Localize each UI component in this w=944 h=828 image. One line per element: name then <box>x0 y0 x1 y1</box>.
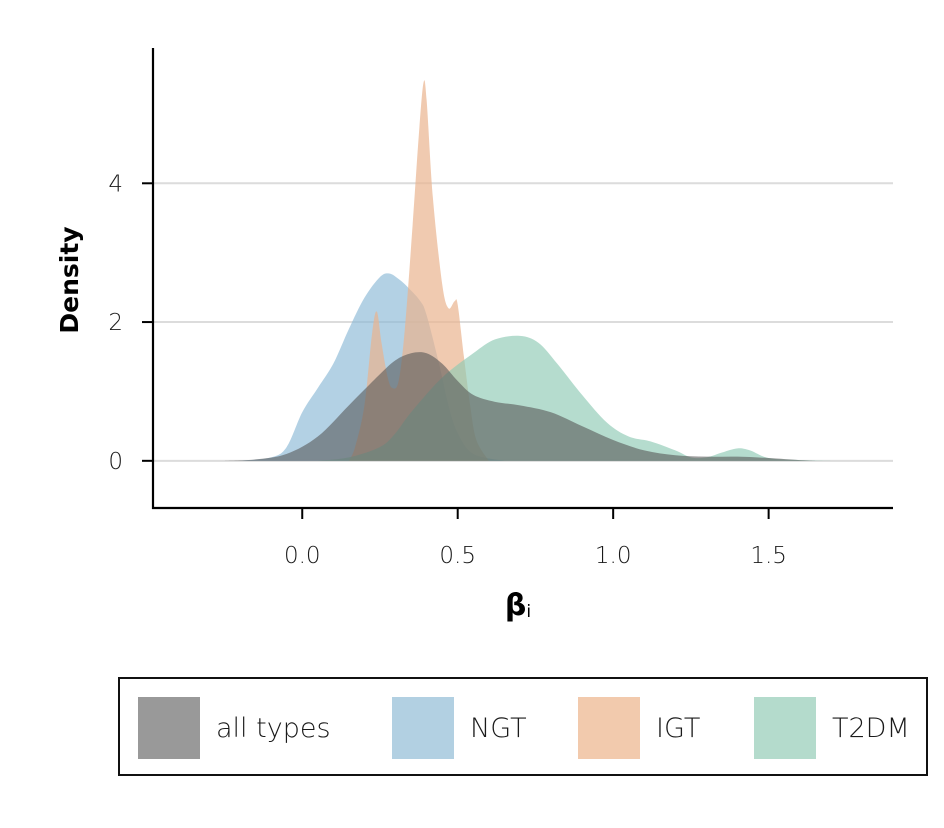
y-axis-label: Density <box>55 226 84 333</box>
y-tick-label: 4 <box>108 171 123 197</box>
x-axis-label: βi <box>505 588 531 623</box>
y-tick-label: 0 <box>108 449 123 475</box>
y-ticks: 0 2 4 <box>108 171 153 475</box>
legend-label: IGT <box>656 712 701 744</box>
density-areas <box>224 80 831 461</box>
legend-item-igt: IGT <box>578 697 700 759</box>
legend-item-all-types: all types <box>138 697 331 759</box>
x-tick-label: 1.0 <box>595 543 632 569</box>
y-tick-label: 2 <box>108 310 123 336</box>
x-ticks: 0.0 0.5 1.0 1.5 <box>284 508 787 569</box>
legend-swatch <box>578 697 640 759</box>
legend-item-ngt: NGT <box>392 697 527 759</box>
x-tick-label: 0.5 <box>439 543 476 569</box>
density-area-igt <box>348 80 489 461</box>
x-tick-label: 0.0 <box>284 543 321 569</box>
legend-label: T2DM <box>832 712 910 744</box>
legend-label: NGT <box>470 712 527 744</box>
density-chart: 0 2 4 0.0 0.5 1.0 1.5 Density βi <box>55 48 893 623</box>
density-area-all-types <box>224 352 816 461</box>
legend-swatch <box>138 697 200 759</box>
x-tick-label: 1.5 <box>750 543 787 569</box>
legend-label: all types <box>216 712 331 744</box>
legend-swatch <box>754 697 816 759</box>
legend-item-t2dm: T2DM <box>754 697 910 759</box>
legend-swatch <box>392 697 454 759</box>
legend: all types NGT IGT T2DM <box>118 677 928 776</box>
